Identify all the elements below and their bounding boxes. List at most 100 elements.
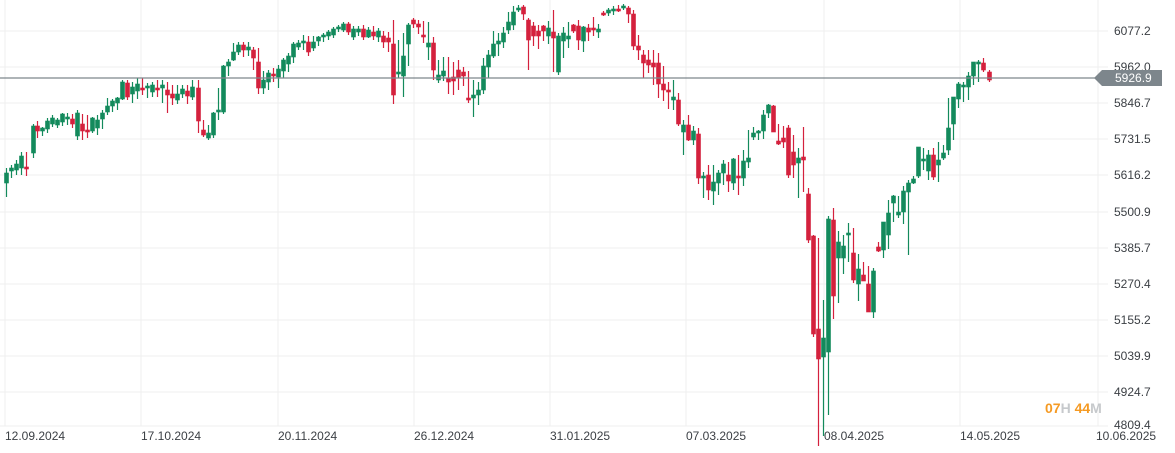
candle-up [761, 114, 766, 132]
last-price-tag: 5926.9 [1094, 70, 1162, 86]
candle-down [771, 105, 776, 133]
candle-up [160, 84, 165, 89]
candle-up [841, 245, 846, 259]
candle-up [281, 59, 286, 72]
timer-minutes-unit: M [1090, 400, 1102, 416]
candle-up [341, 23, 346, 31]
candle-up [150, 84, 155, 93]
candle-down [381, 35, 386, 43]
timer-hours-unit: H [1060, 400, 1071, 416]
candle-down [346, 23, 351, 33]
candle-down [536, 30, 541, 37]
x-tick-label: 10.06.2025 [1096, 429, 1157, 443]
candle-up [966, 75, 971, 88]
candle-up [40, 127, 45, 132]
candle-up [611, 8, 616, 12]
candle-up [301, 40, 306, 44]
candle-up [486, 54, 491, 68]
candle-up [376, 30, 381, 38]
candle-down [586, 27, 591, 33]
candle-down [666, 89, 671, 93]
candle-down [646, 59, 651, 66]
candle-down [241, 44, 246, 51]
candle-down [811, 235, 816, 335]
candle-down [456, 69, 461, 79]
candle-down [851, 252, 856, 281]
candle-up [546, 27, 551, 37]
candle-up [936, 159, 941, 166]
candle-up [406, 24, 411, 45]
candle-down [866, 283, 871, 313]
candle-down [726, 174, 731, 182]
candle-up [326, 31, 331, 37]
candle-down [816, 328, 821, 360]
candle-down [636, 45, 641, 51]
y-tick-label: 5616.2 [1114, 168, 1151, 182]
candle-down [656, 62, 661, 85]
y-tick-label: 4924.7 [1114, 385, 1151, 399]
timer-minutes: 44 [1074, 400, 1091, 416]
candle-up [175, 93, 180, 101]
candle-up [45, 120, 50, 130]
candle-down [776, 140, 781, 145]
x-tick-label: 07.03.2025 [686, 429, 747, 443]
candle-up [951, 96, 956, 125]
candle-up [911, 178, 916, 184]
candle-down [306, 41, 311, 53]
candle-up [741, 160, 746, 179]
candle-up [581, 26, 586, 42]
candle-up [871, 270, 876, 313]
candle-up [105, 105, 110, 113]
candle-up [221, 65, 226, 113]
candle-down [576, 25, 581, 41]
candle-up [145, 85, 150, 89]
candle-down [781, 137, 786, 143]
candle-up [190, 86, 195, 98]
candle-down [651, 62, 656, 68]
candle-up [206, 132, 211, 139]
candle-down [521, 6, 526, 15]
candle-down [551, 31, 556, 39]
candle-up [316, 36, 321, 42]
candle-up [881, 221, 886, 251]
candle-up [901, 190, 906, 213]
candle-down [541, 25, 546, 32]
candle-up [120, 81, 125, 100]
x-tick-label: 20.11.2024 [278, 429, 338, 443]
candle-up [956, 83, 961, 100]
candle-down [155, 87, 160, 91]
candle-up [856, 268, 861, 285]
candle-up [606, 9, 611, 14]
candle-up [941, 152, 946, 159]
candle-up [135, 83, 140, 92]
candle-up [226, 61, 231, 67]
y-tick-label: 5155.2 [1114, 313, 1151, 327]
candle-up [401, 55, 406, 77]
candle-down [251, 49, 256, 59]
candle-up [976, 61, 981, 65]
y-tick-label: 5500.9 [1114, 205, 1151, 219]
candle-down [185, 90, 190, 97]
candle-down [391, 43, 396, 96]
candle-up [75, 112, 80, 137]
candle-down [80, 123, 85, 132]
candle-down [686, 124, 691, 141]
candle-down [201, 129, 206, 136]
candle-up [60, 113, 65, 123]
candle-down [431, 42, 436, 71]
candle-up [331, 28, 336, 36]
candle-up [130, 86, 135, 95]
candle-up [115, 97, 120, 104]
candle-down [806, 193, 811, 241]
candle-up [231, 51, 236, 61]
y-tick-label: 5846.7 [1114, 96, 1151, 110]
candle-up [50, 117, 55, 125]
candle-down [706, 174, 711, 191]
candle-up [701, 175, 706, 179]
candle-down [451, 76, 456, 82]
candle-up [246, 46, 251, 51]
candle-up [556, 35, 561, 73]
candle-up [95, 119, 100, 129]
candle-up [441, 70, 446, 77]
